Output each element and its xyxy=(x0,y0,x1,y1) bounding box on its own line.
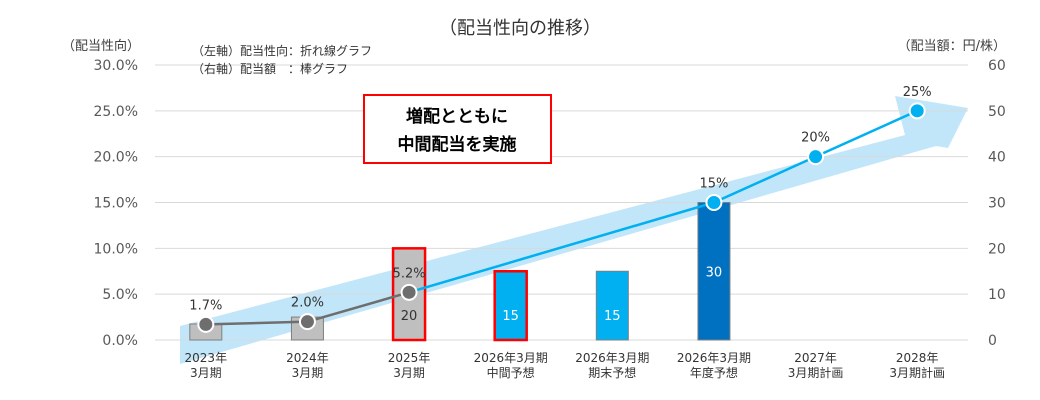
category-label-line: 3月期 xyxy=(393,366,425,380)
left-axis-tick: 30.0% xyxy=(94,58,138,74)
bar-value-label: 15 xyxy=(604,309,621,324)
line-point xyxy=(400,283,418,301)
bar xyxy=(493,270,528,342)
category-label: 2026年3月期期末予想 xyxy=(575,351,649,380)
line-segment xyxy=(205,320,308,326)
annotation-line-2: 中間配当を実施 xyxy=(398,134,517,155)
category-label: 2027年 3月期計画 xyxy=(788,351,844,380)
category-label-line: 2026年3月期 xyxy=(575,351,649,365)
category-label-line: 年度予想 xyxy=(690,365,738,380)
category-label: 2023年 3月期 xyxy=(185,351,228,380)
line-segment xyxy=(408,201,715,294)
right-axis-tick: 60 xyxy=(988,58,1006,74)
annotation-line-1: 増配とともに xyxy=(406,106,508,127)
category-label-line: 2026年3月期 xyxy=(677,351,751,365)
bar xyxy=(595,270,629,341)
annotation-callout: 増配とともに 中間配当を実施 xyxy=(363,94,552,164)
trend-arrow xyxy=(180,96,968,364)
right-axis-title: （配当額：円/株） xyxy=(898,39,1006,54)
right-axis-tick: 0 xyxy=(988,333,997,349)
legend-bar-entry: （右軸）配当額 ：棒グラフ xyxy=(192,61,348,76)
legend-line-entry: （左軸）配当性向：折れ線グラフ xyxy=(192,43,372,58)
category-label: 2028年 3月期計画 xyxy=(889,351,945,380)
bar-value-label: 30 xyxy=(706,266,723,281)
right-axis-tick: 20 xyxy=(988,241,1006,257)
left-axis-tick: 25.0% xyxy=(94,104,138,120)
line-value-label: 20% xyxy=(801,131,830,146)
line-point xyxy=(908,102,926,120)
line-value-label: 5.2% xyxy=(393,266,426,281)
category-label-line: 3月期計画 xyxy=(788,365,844,380)
category-label: 2025年 3月期 xyxy=(388,351,431,380)
line-point xyxy=(298,313,316,331)
category-label-line: 2026年3月期 xyxy=(474,351,548,365)
category-label-line: 2028年 xyxy=(896,351,939,365)
category-label-line: 2023年 xyxy=(185,351,228,365)
left-axis-tick: 0.0% xyxy=(102,333,138,349)
line-value-label: 15% xyxy=(699,177,728,192)
line-point xyxy=(197,315,215,333)
right-axis-tick: 10 xyxy=(988,287,1006,303)
left-axis-tick: 5.0% xyxy=(102,287,138,303)
category-label: 2026年3月期年度予想 xyxy=(677,351,751,380)
line-value-label: 2.0% xyxy=(291,296,324,311)
left-axis-tick: 20.0% xyxy=(94,150,138,166)
bar-value-label: 20 xyxy=(401,309,418,324)
line-segment xyxy=(815,109,918,158)
category-label-line: 3月期 xyxy=(292,366,324,380)
right-axis-tick: 30 xyxy=(988,196,1006,212)
category-label: 2024年 3月期 xyxy=(286,351,329,380)
right-axis-tick: 40 xyxy=(988,150,1006,166)
line-point xyxy=(807,148,825,166)
right-axis-tick: 50 xyxy=(988,104,1006,120)
left-axis-tick: 10.0% xyxy=(94,241,138,257)
category-label-line: 3月期 xyxy=(190,366,222,380)
category-label-line: 2025年 xyxy=(388,351,431,365)
line-value-label: 1.7% xyxy=(189,298,222,313)
category-label-line: 3月期計画 xyxy=(889,365,945,380)
category-label-line: 中間予想 xyxy=(487,365,535,380)
category-label-line: 2024年 xyxy=(286,351,329,365)
line-segment xyxy=(307,291,410,323)
bar-value-label: 15 xyxy=(502,309,519,324)
left-axis-tick: 15.0% xyxy=(94,196,138,212)
line-segment xyxy=(713,155,817,204)
left-axis-title: （配当性向） xyxy=(62,38,140,54)
category-label-line: 期末予想 xyxy=(588,365,636,380)
category-label-line: 2027年 xyxy=(794,351,837,365)
line-point xyxy=(705,194,723,211)
category-label: 2026年3月期中間予想 xyxy=(474,351,548,380)
line-value-label: 25% xyxy=(903,85,932,100)
chart-title: （配当性向の推移） xyxy=(439,18,601,39)
